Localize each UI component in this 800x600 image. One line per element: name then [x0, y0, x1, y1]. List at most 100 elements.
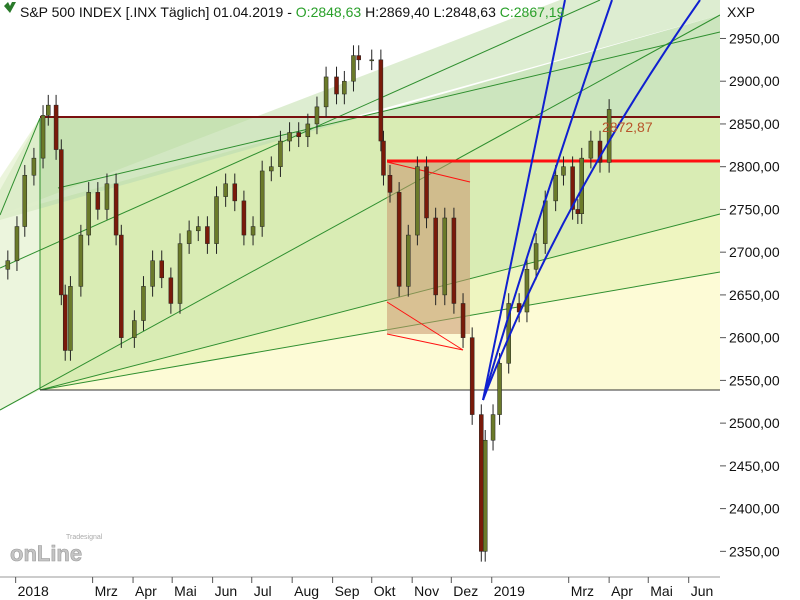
candle-body	[159, 260, 164, 279]
y-tick-label: 2500,00	[729, 415, 780, 431]
blue-fan-line-2	[482, 0, 613, 401]
logo-brand: Tradesignal	[66, 534, 103, 541]
x-tick-label: Apr	[135, 583, 157, 599]
price-box-bottom-line-2	[386, 333, 464, 351]
candle-body	[62, 294, 68, 351]
candle-body	[553, 174, 558, 202]
header-date: 01.04.2019	[213, 4, 283, 20]
candle-body	[250, 226, 256, 236]
candle-body	[287, 132, 292, 142]
candle-body	[381, 140, 386, 176]
y-tick-label: 2850,00	[729, 116, 780, 132]
candle-body	[606, 109, 612, 163]
candle-body	[433, 217, 438, 296]
candle-body	[46, 104, 51, 116]
chart-type-icon	[4, 2, 16, 13]
candle-body	[479, 414, 484, 552]
x-tick-label: Jul	[254, 583, 272, 599]
green-line-4	[57, 31, 721, 189]
candle-body	[232, 183, 238, 202]
candle-body	[497, 363, 502, 415]
candle-body	[406, 234, 411, 287]
header-close: C:2867,19	[500, 4, 565, 20]
x-tick-label: Aug	[294, 583, 319, 599]
y-axis-panel	[720, 0, 800, 577]
candle-body	[196, 226, 201, 232]
candle-body	[95, 192, 101, 210]
candle-body	[351, 55, 356, 82]
candle-body	[460, 303, 466, 338]
candle-body	[588, 140, 594, 159]
y-tick-label: 2400,00	[729, 501, 780, 517]
x-tick-label: Mai	[174, 583, 197, 599]
x-tick-label: Mrz	[571, 583, 594, 599]
header-interval: Täglich]	[160, 4, 209, 20]
candle-body	[305, 123, 311, 138]
candle-body	[141, 286, 146, 321]
candle-body	[575, 209, 581, 214]
candle-body	[269, 166, 274, 172]
candle-body	[78, 234, 84, 287]
candle-body	[524, 269, 530, 313]
logo-product: onLine	[10, 541, 82, 566]
candle-body	[59, 149, 64, 296]
candle-body	[387, 174, 393, 193]
y-tick-label: 2950,00	[729, 30, 780, 46]
blue-fan-lines	[482, 0, 701, 401]
header-high: H:2869,40	[365, 4, 430, 20]
candle-body	[53, 104, 59, 150]
candle-body	[241, 200, 247, 236]
candle-body	[533, 243, 539, 270]
candle-body	[296, 132, 301, 138]
x-tick-label: 2018	[18, 583, 49, 599]
header-open: O:2848,63	[296, 4, 362, 20]
last-price-label: 2872,87	[602, 119, 653, 135]
candle-body	[570, 166, 575, 210]
green-line-1	[0, 14, 721, 411]
y-tick-label: 2750,00	[729, 201, 780, 217]
y-tick-label: 2350,00	[729, 543, 780, 559]
x-axis: 2018 Mrz Apr Mai Jun Jul Aug Sep Okt Nov Dez 2019 Mr…	[15, 577, 714, 599]
candle-body	[104, 183, 110, 210]
candle-body	[451, 217, 457, 304]
y-tick-label: 2600,00	[729, 330, 780, 346]
candle-body	[86, 192, 91, 236]
x-axis-panel	[0, 577, 800, 600]
candle-body	[205, 226, 210, 244]
candle-body	[14, 226, 20, 261]
candle-body	[119, 234, 124, 338]
candle-body	[259, 170, 265, 227]
candle-body	[490, 414, 496, 441]
candle-body	[214, 196, 219, 244]
header-symbol: S&P 500 INDEX [.INX	[20, 4, 157, 20]
x-tick-label: 2019	[494, 583, 525, 599]
header-low: L:2848,63	[434, 4, 496, 20]
candle-body	[314, 106, 320, 125]
y-tick-label: 2550,00	[729, 372, 780, 388]
candle-body	[323, 76, 329, 108]
x-tick-label: Jun	[691, 583, 714, 599]
candle-body	[378, 59, 384, 142]
x-tick-label: Mai	[650, 583, 673, 599]
candle-body	[278, 140, 283, 167]
y-tick-label: 2650,00	[729, 287, 780, 303]
candle-body	[150, 260, 155, 287]
y-tick-label: 2700,00	[729, 244, 780, 260]
candle-body	[334, 76, 339, 95]
candle-body	[113, 183, 119, 236]
green-line-2	[39, 213, 721, 391]
y-tick-label: 2900,00	[729, 73, 780, 89]
x-tick-label: Jun	[215, 583, 238, 599]
axis-code: XXP	[727, 4, 755, 20]
candle-body	[68, 286, 73, 351]
candle-body	[168, 277, 174, 304]
candle-body	[40, 115, 46, 159]
candle-body	[342, 80, 347, 95]
candle-body	[356, 55, 361, 61]
candle-body	[424, 166, 429, 219]
x-tick-label: Mrz	[95, 583, 118, 599]
candle-body	[5, 260, 11, 270]
x-tick-label: Sep	[335, 583, 360, 599]
blue-fan-line-3	[482, 0, 701, 401]
candle-body	[31, 157, 37, 176]
